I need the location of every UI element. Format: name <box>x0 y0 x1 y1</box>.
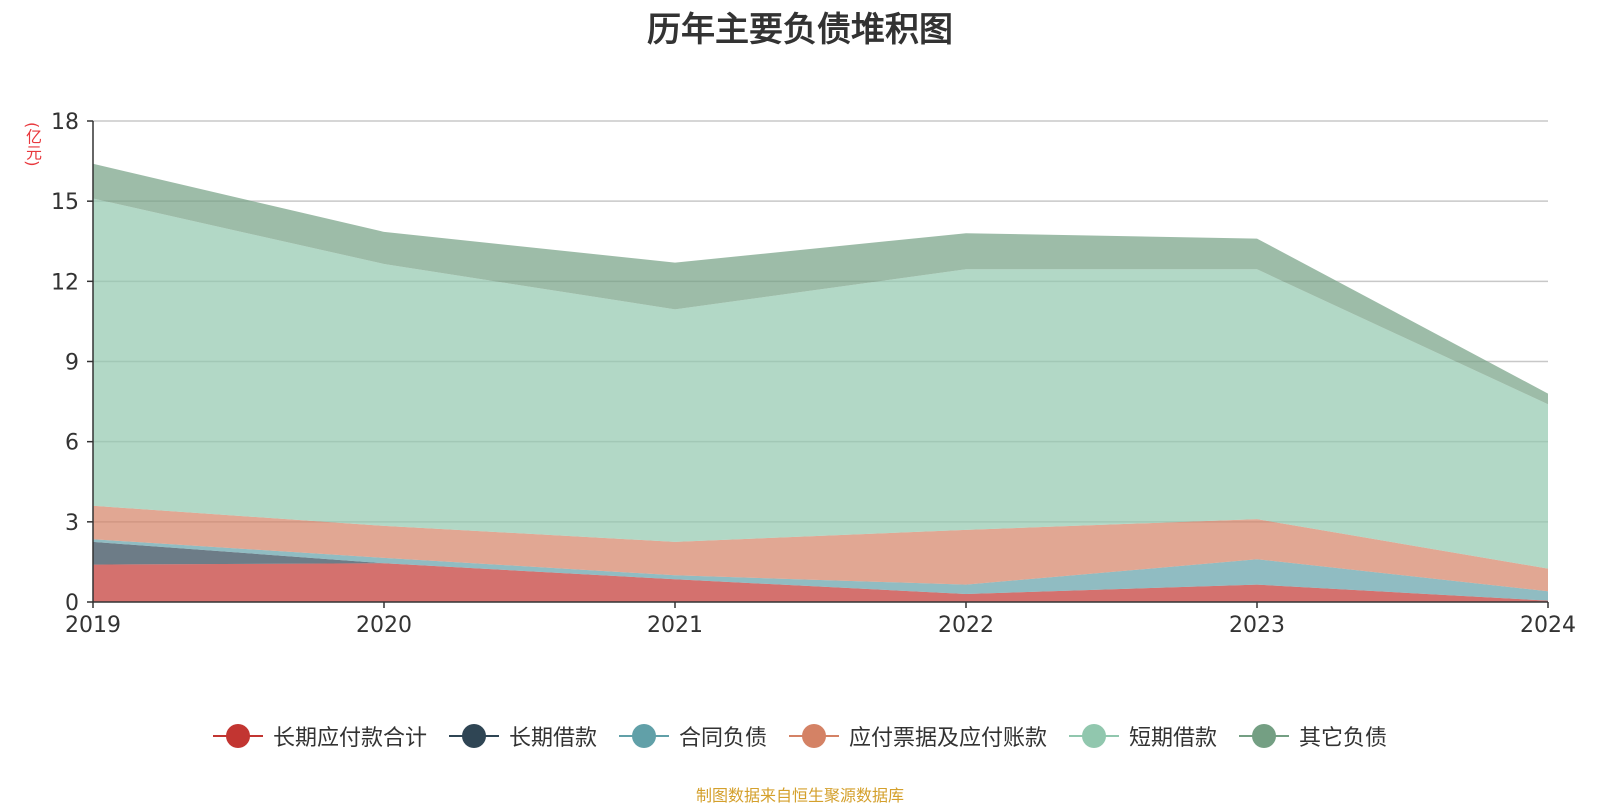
y-tick-label: 12 <box>51 270 79 295</box>
area-1 <box>93 563 1548 602</box>
source-note: 制图数据来自恒生聚源数据库 <box>695 786 904 805</box>
legend-item[interactable]: 其它负债 <box>1239 720 1387 752</box>
chart-title: 历年主要负债堆积图 <box>647 10 953 50</box>
legend-marker-icon <box>789 724 839 748</box>
x-tick-label: 2021 <box>647 613 703 638</box>
legend-marker-icon <box>448 724 499 748</box>
legend-marker-icon <box>1069 724 1120 748</box>
legend-dot <box>1252 724 1277 748</box>
x-tick-label: 2019 <box>65 613 121 638</box>
legend-item[interactable]: 合同负债 <box>618 720 767 752</box>
legend-label: 合同负债 <box>678 726 767 751</box>
legend-label: 其它负债 <box>1299 726 1388 751</box>
legend-dot <box>802 724 826 748</box>
x-tick-label: 2022 <box>938 613 994 638</box>
legend-marker-icon <box>618 724 669 748</box>
legend-marker-icon <box>1239 724 1290 748</box>
legend-item[interactable]: 短期借款 <box>1069 720 1217 752</box>
y-tick-label: 15 <box>51 190 79 215</box>
area-series <box>93 163 1548 602</box>
y-tick-label: 6 <box>65 431 79 456</box>
legend-dot <box>631 724 656 748</box>
legend-item[interactable]: 应付票据及应付账款 <box>789 720 1047 752</box>
legend-dot <box>225 724 250 748</box>
legend-label: 长期应付款合计 <box>272 726 427 751</box>
legend-marker-icon <box>212 724 263 748</box>
area-3 <box>93 539 1548 601</box>
y-tick-label: 18 <box>51 110 79 135</box>
area-4 <box>93 505 1548 592</box>
y-tick-label: 0 <box>65 591 79 616</box>
legend-dot <box>1082 724 1107 748</box>
y-tick-label: 3 <box>65 511 79 536</box>
x-tick-label: 2023 <box>1229 613 1285 638</box>
legend-dot <box>461 724 486 748</box>
axes: 0 3 6 9 12 15 18 2019 2020 2021 2022 2023 2024 <box>51 110 1576 638</box>
y-axis-unit: (亿元) <box>23 122 42 167</box>
legend-label: 短期借款 <box>1129 726 1218 751</box>
legend-item[interactable]: 长期借款 <box>448 720 597 752</box>
area-5 <box>93 198 1548 569</box>
legend: 长期应付款合计 长期借款 合同负债 应付票据及应付账款 短期借款 其它负债 <box>0 720 1600 752</box>
legend-label: 长期借款 <box>508 726 597 751</box>
x-tick-label: 2020 <box>356 613 412 638</box>
y-tick-label: 9 <box>65 351 79 376</box>
legend-label: 应付票据及应付账款 <box>849 726 1048 751</box>
area-6 <box>93 163 1548 405</box>
x-tick-label: 2024 <box>1520 613 1576 638</box>
legend-item[interactable]: 长期应付款合计 <box>212 720 427 752</box>
